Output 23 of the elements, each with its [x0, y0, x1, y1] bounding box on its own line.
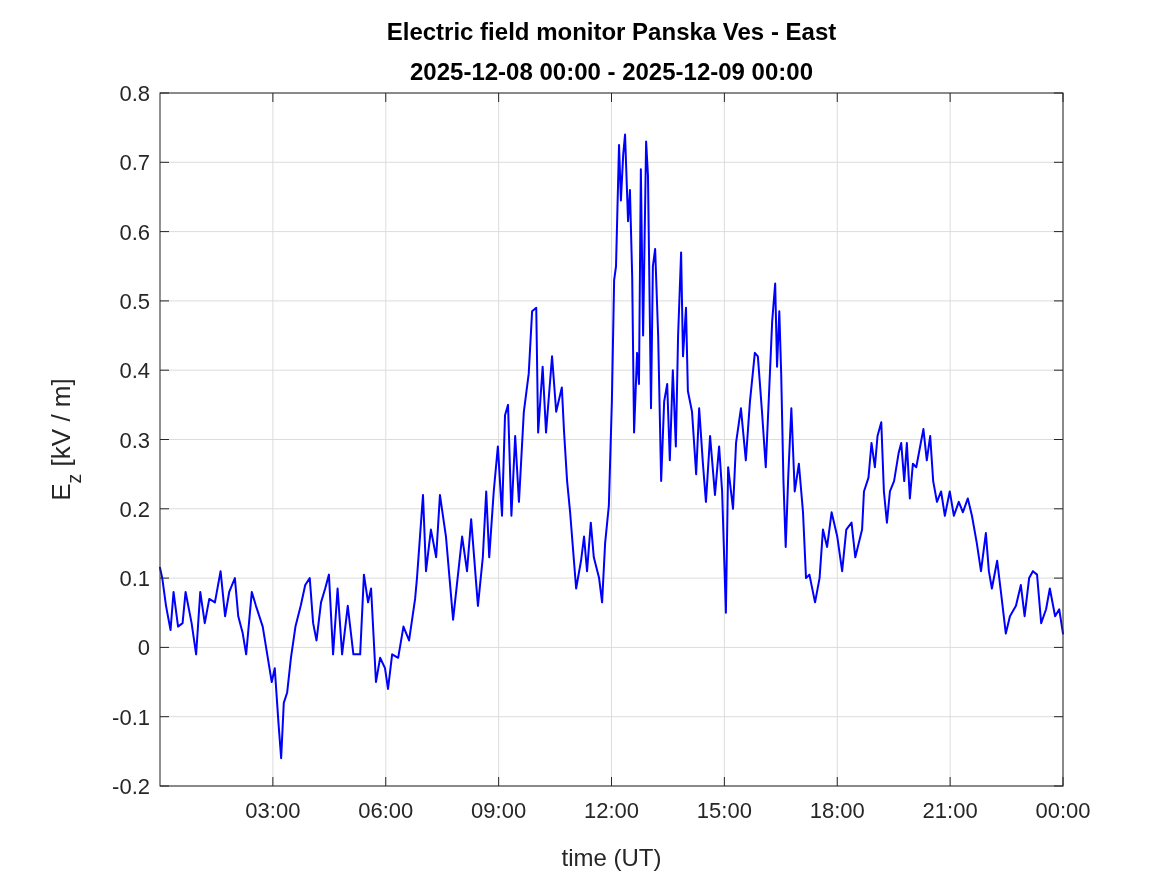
- y-tick-label: 0.3: [119, 427, 150, 453]
- x-tick-label: 03:00: [245, 798, 301, 823]
- y-tick-label: 0.4: [119, 358, 150, 384]
- x-axis-title: time (UT): [561, 844, 662, 871]
- x-tick-label: 12:00: [583, 798, 640, 823]
- y-tick-label: 0.7: [119, 150, 150, 176]
- chart-subtitle: 2025-12-08 00:00 - 2025-12-09 00:00: [410, 58, 813, 85]
- x-tick-label: 06:00: [358, 798, 414, 823]
- x-tick-label: 00:00: [1035, 798, 1091, 823]
- y-tick-label: 0: [137, 635, 150, 661]
- y-tick-label: 0.6: [119, 219, 150, 245]
- y-tick-label: 0.1: [119, 566, 150, 592]
- line-series: [159, 133, 1064, 760]
- chart-title: Electric field monitor Panska Ves - East: [386, 18, 837, 45]
- y-tick-label: -0.2: [112, 774, 150, 799]
- y-tick-label: 0.2: [119, 496, 150, 522]
- y-tick-label: -0.1: [112, 704, 150, 730]
- x-tick-label: 15:00: [696, 798, 752, 823]
- x-tick-label: 18:00: [809, 798, 865, 823]
- x-tick-label: 21:00: [922, 798, 978, 823]
- x-tick-label: 09:00: [471, 798, 527, 823]
- y-tick-label: 0.8: [119, 81, 150, 106]
- y-tick-label: 0.5: [119, 288, 150, 314]
